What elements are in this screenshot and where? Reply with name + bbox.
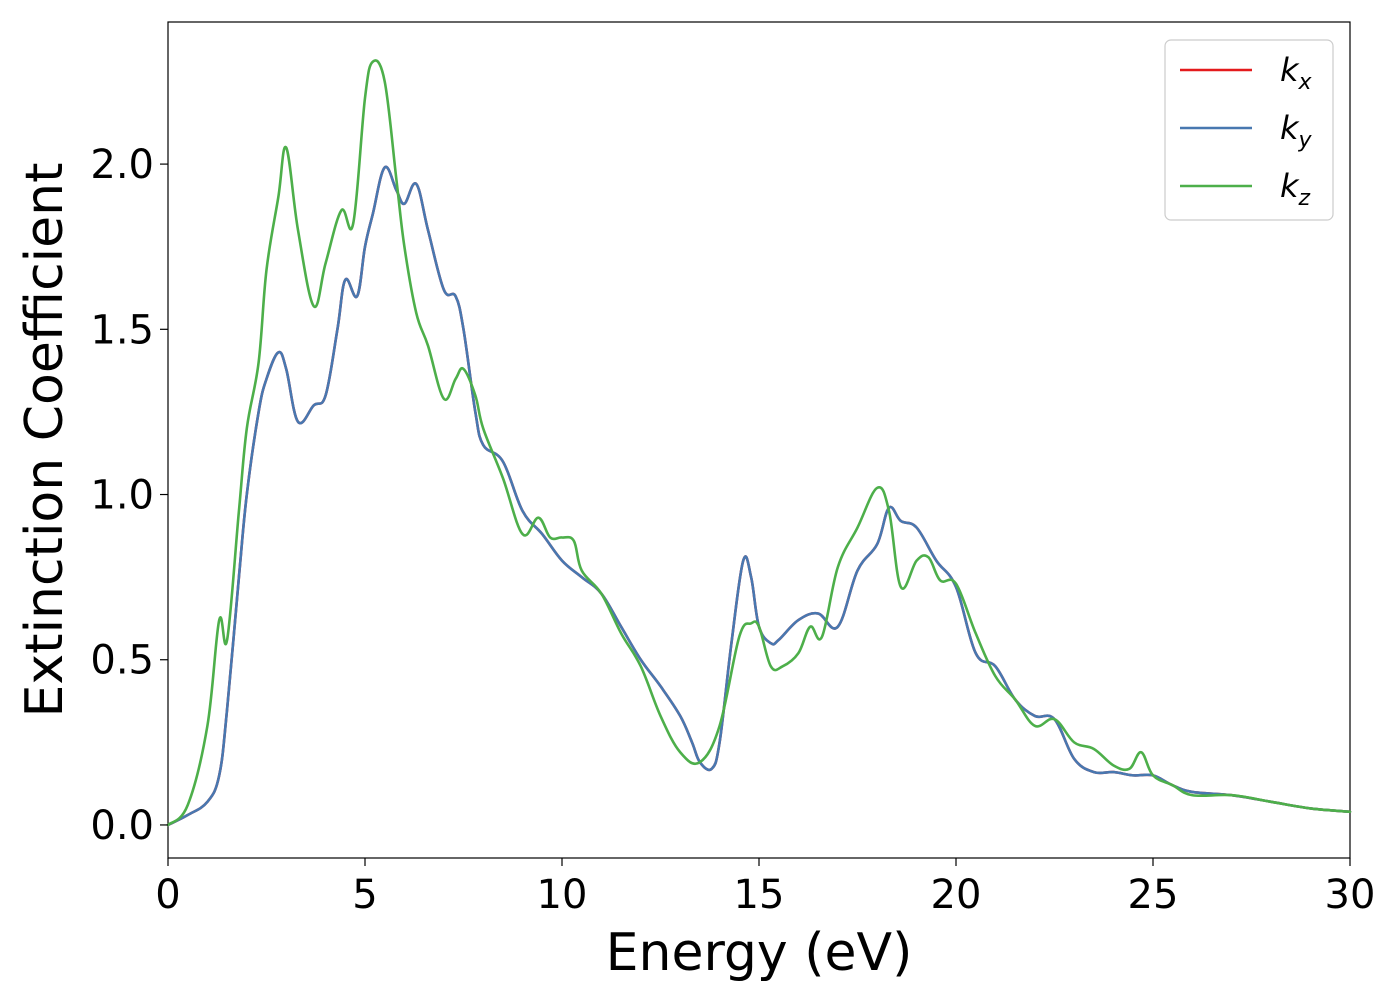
x-axis-ticks: 0 5 10 15 20 25 30 — [155, 858, 1375, 918]
y-axis-title: Extinction Coefficient — [15, 163, 75, 718]
legend-label-kz: kz — [1280, 167, 1311, 211]
y-tick-label: 0.5 — [90, 638, 154, 684]
y-tick-label: 0.0 — [90, 803, 154, 849]
series-line-kz — [166, 59, 1352, 827]
x-tick-label: 20 — [931, 872, 982, 918]
legend-box — [1164, 39, 1334, 221]
legend-label-ky: ky — [1280, 109, 1313, 153]
legend-label-kx: kx — [1280, 51, 1313, 95]
y-tick-label: 1.0 — [90, 473, 154, 519]
x-tick-label: 5 — [352, 872, 377, 918]
series-lines — [166, 59, 1352, 827]
x-tick-label: 25 — [1128, 872, 1179, 918]
x-axis-title: Energy (eV) — [606, 923, 913, 983]
y-axis-ticks: 0.0 0.5 1.0 1.5 2.0 — [90, 142, 168, 849]
x-tick-label: 30 — [1325, 872, 1376, 918]
legend: kx ky kz — [1164, 39, 1334, 221]
series-line-ky — [166, 165, 1352, 827]
x-tick-label: 15 — [734, 872, 785, 918]
y-tick-label: 1.5 — [90, 307, 154, 353]
x-tick-label: 10 — [537, 872, 588, 918]
y-tick-label: 2.0 — [90, 142, 154, 188]
x-tick-label: 0 — [155, 872, 180, 918]
